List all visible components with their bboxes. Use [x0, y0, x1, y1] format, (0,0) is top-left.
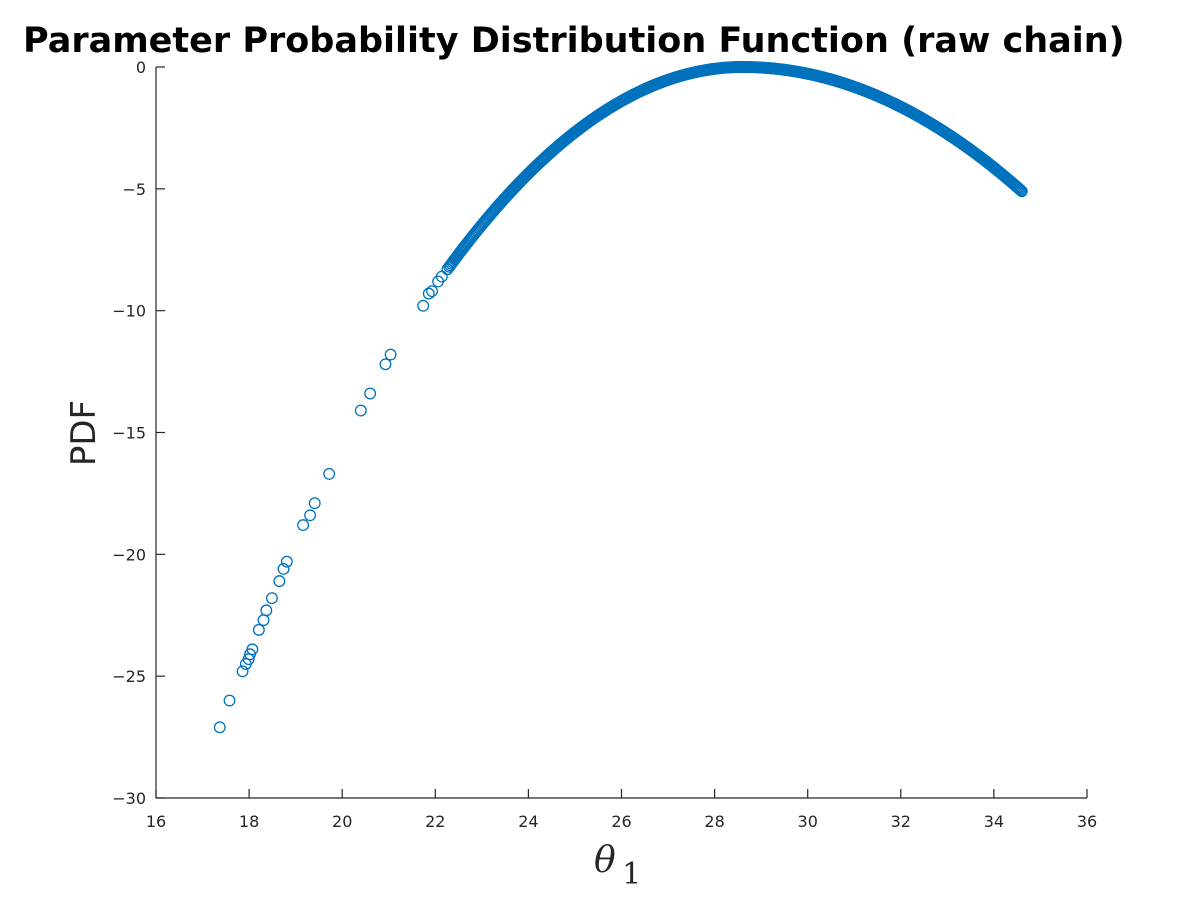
- scatter-point: [277, 563, 290, 575]
- x-tick-label: 26: [611, 812, 631, 831]
- y-tick-label: −5: [122, 180, 146, 199]
- x-tick-label: 34: [984, 812, 1004, 831]
- y-tick-label: −30: [112, 789, 146, 808]
- scatter-point: [260, 604, 273, 617]
- x-ticks: 16 18 20 22 24 26 28 30 32 34 36: [146, 789, 1097, 831]
- scatter-point: [1015, 185, 1028, 198]
- y-tick-label: −15: [112, 424, 146, 443]
- y-tick-label: −25: [112, 667, 146, 686]
- y-tick-label: 0: [136, 58, 146, 77]
- scatter-point: [246, 643, 259, 656]
- scatter-point: [323, 467, 336, 480]
- scatter-point: [422, 287, 435, 300]
- x-tick-label: 24: [518, 812, 538, 831]
- x-tick-label: 36: [1077, 812, 1097, 831]
- scatter-point: [354, 404, 367, 417]
- scatter-points: [213, 61, 1028, 734]
- y-tick-label: −10: [112, 302, 146, 321]
- chart-title: Parameter Probability Distribution Funct…: [23, 21, 1125, 61]
- scatter-point: [280, 555, 293, 568]
- scatter-point: [426, 285, 438, 298]
- y-ticks: 0 −5 −10 −15 −20 −25 −30: [112, 58, 165, 808]
- x-axis-label-main: θ: [594, 840, 616, 881]
- x-axis-label: θ 1: [594, 840, 641, 892]
- x-tick-label: 28: [704, 812, 724, 831]
- scatter-point: [236, 665, 249, 678]
- scatter-point: [223, 694, 236, 707]
- scatter-point: [417, 299, 430, 312]
- x-axis-label-subscript: 1: [622, 857, 641, 892]
- axes: [155, 67, 1087, 799]
- scatter-point: [1012, 182, 1025, 195]
- x-tick-label: 22: [425, 812, 445, 831]
- scatter-point: [213, 721, 226, 734]
- scatter-point: [1011, 181, 1024, 194]
- scatter-point: [308, 497, 321, 510]
- scatter-point: [297, 519, 310, 532]
- y-axis-label: PDF: [64, 400, 104, 466]
- x-tick-label: 20: [332, 812, 352, 831]
- scatter-point: [379, 358, 392, 371]
- scatter-point: [304, 509, 317, 522]
- scatter-point: [265, 592, 278, 605]
- scatter-point: [257, 614, 270, 627]
- x-tick-label: 30: [798, 812, 818, 831]
- y-tick-label: −20: [112, 545, 146, 564]
- x-tick-label: 32: [891, 812, 911, 831]
- scatter-point: [1014, 184, 1027, 197]
- x-tick-label: 16: [146, 812, 166, 831]
- scatter-point: [1013, 183, 1026, 196]
- scatter-point: [273, 575, 286, 588]
- x-tick-label: 18: [239, 812, 259, 831]
- scatter-point: [364, 387, 377, 400]
- scatter-point: [252, 623, 265, 636]
- scatter-point: [384, 348, 397, 361]
